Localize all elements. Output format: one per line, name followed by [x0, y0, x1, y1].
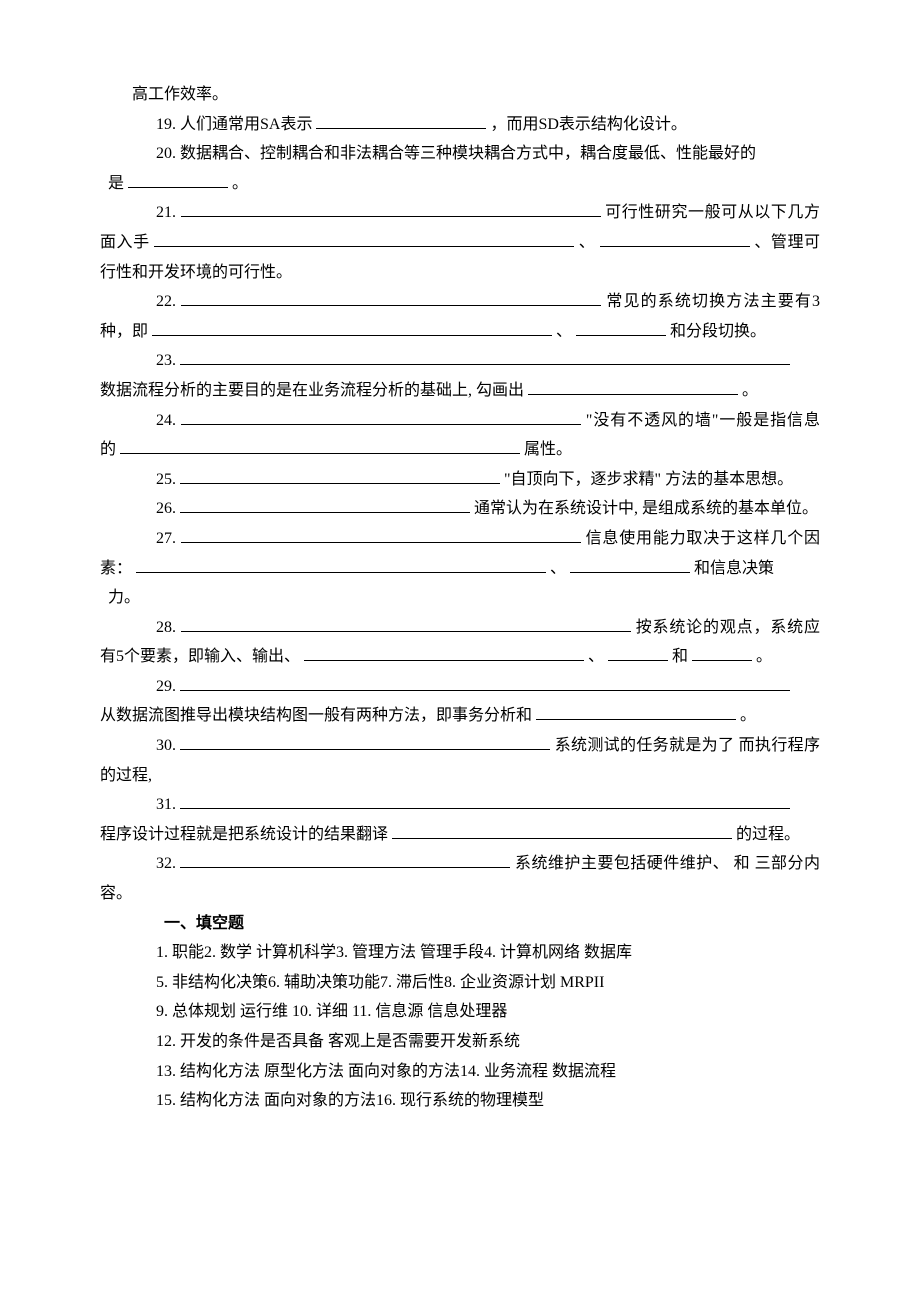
q23-text-end: 。 [742, 382, 758, 399]
q20-blank[interactable] [128, 171, 228, 188]
q23-blank-b[interactable] [528, 378, 738, 395]
q31-a: 31. [100, 790, 820, 820]
answer-line-9: 9. 总体规划 运行维 10. 详细 11. 信息源 信息处理器 [100, 997, 820, 1027]
q28-blank-c[interactable] [608, 644, 668, 661]
q19-text-a: 19. 人们通常用SA表示 [156, 116, 312, 133]
q31-b: 程序设计过程就是把系统设计的结果翻译 的过程。 [100, 820, 820, 850]
q22: 22. 常见的系统切换方法主要有3种，即 、 和分段切换。 [100, 287, 820, 346]
q28-text-b: 、 [588, 648, 604, 665]
q21-blank-b[interactable] [154, 230, 574, 247]
q24-blank-b[interactable] [120, 437, 520, 454]
q29-text-end: 。 [740, 707, 756, 724]
q28-text-d: 。 [756, 648, 772, 665]
q23-blank-a[interactable] [180, 348, 790, 365]
q19: 19. 人们通常用SA表示 ，而用SD表示结构化设计。 [100, 110, 820, 140]
q21-text-b: 、 [579, 234, 596, 251]
q31-num: 31. [156, 796, 176, 813]
q20-a: 20. 数据耦合、控制耦合和非法耦合等三种模块耦合方式中，耦合度最低、性能最好的 [100, 139, 820, 169]
q31-blank-b[interactable] [392, 822, 732, 839]
q28: 28. 按系统论的观点，系统应有5个要素，即输入、输出、 、 和 。 [100, 613, 820, 672]
q26-blank[interactable] [180, 496, 470, 513]
q21-num: 21. [156, 204, 181, 221]
q27-blank-a[interactable] [181, 526, 581, 543]
q22-blank-b[interactable] [152, 319, 552, 336]
q21-blank-c[interactable] [600, 230, 750, 247]
q27-d: 力。 [100, 583, 820, 613]
q23-text: 数据流程分析的主要目的是在业务流程分析的基础上, 勾画出 [100, 382, 524, 399]
q26-text: 通常认为在系统设计中, 是组成系统的基本单位。 [474, 500, 818, 517]
q32-blank[interactable] [180, 851, 510, 868]
q31-text: 程序设计过程就是把系统设计的结果翻译 [100, 826, 388, 843]
q32-num: 32. [156, 855, 176, 872]
q20-text-c: 。 [232, 175, 248, 192]
q29-blank-a[interactable] [180, 674, 790, 691]
q23-b: 数据流程分析的主要目的是在业务流程分析的基础上, 勾画出 。 [100, 376, 820, 406]
q28-blank-a[interactable] [181, 615, 631, 632]
q25-blank[interactable] [180, 467, 500, 484]
q27: 27. 信息使用能力取决于这样几个因素： 、 和信息决策 [100, 524, 820, 583]
q27-text-b: 、 [550, 560, 566, 577]
q32: 32. 系统维护主要包括硬件维护、 和 三部分内容。 [100, 849, 820, 908]
q21: 21. 可行性研究一般可从以下几方面入手 、 、管理可行性和开发环境的可行性。 [100, 198, 820, 287]
q27-text-c: 和信息决策 [694, 560, 774, 577]
document-page: 高工作效率。 19. 人们通常用SA表示 ，而用SD表示结构化设计。 20. 数… [0, 0, 920, 1176]
q30-num: 30. [156, 737, 176, 754]
q31-blank-a[interactable] [180, 792, 790, 809]
q24-text-b: 属性。 [524, 441, 572, 458]
answer-line-12: 12. 开发的条件是否具备 客观上是否需要开发新系统 [100, 1027, 820, 1057]
q31-text-end: 的过程。 [736, 826, 800, 843]
q21-blank-a[interactable] [181, 200, 601, 217]
q22-text-b: 、 [556, 323, 572, 340]
q19-blank[interactable] [316, 112, 486, 129]
q22-blank-c[interactable] [576, 319, 666, 336]
section-heading: 一、填空题 [100, 909, 820, 939]
answer-line-1: 1. 职能2. 数学 计算机科学3. 管理方法 管理手段4. 计算机网络 数据库 [100, 938, 820, 968]
q29-blank-b[interactable] [536, 703, 736, 720]
q30: 30. 系统测试的任务就是为了 而执行程序的过程, [100, 731, 820, 790]
q23-a: 23. [100, 346, 820, 376]
q18-continuation: 高工作效率。 [100, 80, 820, 110]
q25-num: 25. [156, 471, 180, 488]
q29-a: 29. [100, 672, 820, 702]
q27-blank-b[interactable] [136, 556, 546, 573]
q26-num: 26. [156, 500, 180, 517]
q24-blank-a[interactable] [181, 408, 581, 425]
answer-line-5: 5. 非结构化决策6. 辅助决策功能7. 滞后性8. 企业资源计划 MRPII [100, 968, 820, 998]
answer-line-13: 13. 结构化方法 原型化方法 面向对象的方法14. 业务流程 数据流程 [100, 1057, 820, 1087]
q30-blank[interactable] [180, 733, 550, 750]
q26: 26. 通常认为在系统设计中, 是组成系统的基本单位。 [100, 494, 820, 524]
q22-blank-a[interactable] [181, 289, 601, 306]
q20-b: 是 。 [100, 169, 820, 199]
q28-blank-d[interactable] [692, 644, 752, 661]
q25: 25. "自顶向下，逐步求精" 方法的基本思想。 [100, 465, 820, 495]
q24: 24. "没有不透风的墙"一般是指信息的 属性。 [100, 406, 820, 465]
q25-text: "自顶向下，逐步求精" 方法的基本思想。 [504, 471, 793, 488]
answer-line-15: 15. 结构化方法 面向对象的方法16. 现行系统的物理模型 [100, 1086, 820, 1116]
q19-text-b: ，而用SD表示结构化设计。 [490, 116, 686, 133]
q23-num: 23. [156, 352, 180, 369]
q28-text-c: 和 [672, 648, 688, 665]
q24-num: 24. [156, 412, 181, 429]
q20-text-b: 是 [108, 175, 124, 192]
q29-num: 29. [156, 678, 176, 695]
q27-num: 27. [156, 530, 181, 547]
q22-text-c: 和分段切换。 [670, 323, 766, 340]
q29-b: 从数据流图推导出模块结构图一般有两种方法，即事务分析和 。 [100, 701, 820, 731]
q29-text: 从数据流图推导出模块结构图一般有两种方法，即事务分析和 [100, 707, 532, 724]
q27-blank-c[interactable] [570, 556, 690, 573]
q22-num: 22. [156, 293, 181, 310]
q28-blank-b[interactable] [304, 644, 584, 661]
q28-num: 28. [156, 619, 176, 636]
